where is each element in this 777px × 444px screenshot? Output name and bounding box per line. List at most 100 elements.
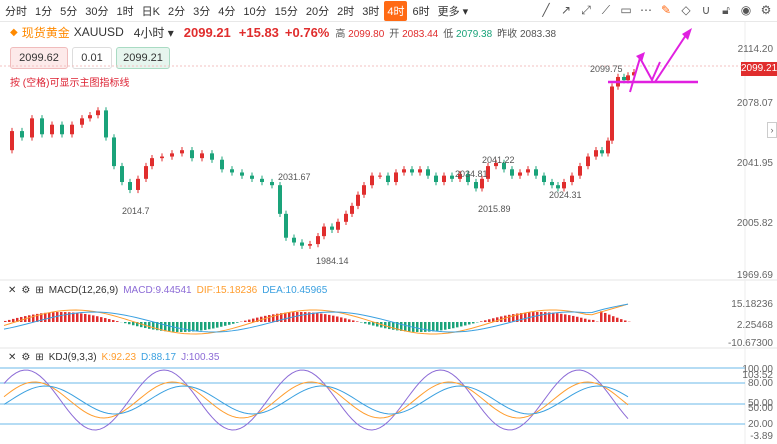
macd-bar — [100, 317, 103, 322]
ellipsis-icon[interactable]: ⋯ — [640, 3, 652, 17]
close-panel-icon[interactable]: ✕ — [8, 285, 17, 296]
eye-icon[interactable]: ◉ — [740, 3, 752, 17]
macd-bar — [156, 322, 159, 331]
macd-bar — [116, 321, 119, 322]
candle-body — [556, 185, 560, 189]
macd-bar — [148, 322, 151, 329]
macd-bar — [600, 311, 603, 322]
arrow-icon[interactable]: ↗ — [560, 3, 572, 17]
timeframe-5[interactable]: 日K — [141, 5, 160, 18]
candle-body — [426, 169, 430, 176]
ray-diagonal-icon[interactable]: ⟋ — [601, 2, 611, 17]
macd-bar — [472, 322, 475, 324]
macd-value: MACD:9.44541 — [123, 285, 192, 296]
macd-bar — [420, 322, 423, 332]
timeframe-0[interactable]: 分时 — [5, 5, 27, 18]
arrow-drawing — [654, 31, 689, 83]
symbol-badge-icon: ◆ — [10, 26, 18, 38]
macd-bar — [104, 318, 107, 322]
timeframe-toolbar: 分时 1分 5分 30分 1时 日K 2分 3分 4分 10分 15分 20分 2时 3时 4时 6时 更多 ▾ — [0, 0, 777, 22]
low-stat: 低 2079.38 — [443, 28, 493, 40]
macd-bar — [416, 322, 419, 332]
collapse-axis-icon[interactable]: › — [767, 122, 777, 138]
macd-bar — [400, 322, 403, 331]
rectangle-icon[interactable]: ▭ — [620, 3, 632, 17]
candle-body — [518, 172, 522, 176]
macd-bar — [180, 322, 183, 332]
macd-axis-label: 15.18236 — [731, 299, 773, 310]
macd-bar — [392, 322, 395, 330]
quantity-input[interactable]: 0.01 — [72, 47, 112, 69]
macd-bar — [496, 317, 499, 322]
current-price-tag: 2099.21 — [741, 62, 777, 76]
macd-bar — [36, 313, 39, 322]
macd-bar — [284, 312, 287, 322]
timeframe-10[interactable]: 15分 — [274, 5, 298, 18]
macd-bar — [324, 314, 327, 322]
macd-bar — [464, 322, 467, 326]
candle-body — [562, 182, 566, 189]
timeframe-6[interactable]: 2分 — [167, 5, 186, 18]
candle-body — [570, 175, 574, 183]
macd-bar — [168, 322, 171, 332]
macd-bar — [592, 319, 595, 322]
expand-icon[interactable]: ⊞ — [35, 352, 44, 363]
kdj-axis-label: 103.52 — [742, 370, 773, 381]
settings-icon[interactable]: ⚙ — [21, 352, 31, 363]
settings-icon[interactable]: ⚙ — [21, 285, 31, 296]
timeframe-7[interactable]: 3分 — [193, 5, 211, 18]
timeframe-16[interactable]: 更多 ▾ — [437, 5, 469, 18]
timeframe-4[interactable]: 1时 — [116, 5, 134, 18]
timeframe-8[interactable]: 4分 — [218, 5, 236, 18]
timeframe-1[interactable]: 1分 — [35, 5, 53, 18]
macd-bar — [616, 317, 619, 322]
macd-bar — [576, 316, 579, 322]
timeframe-13[interactable]: 3时 — [362, 5, 380, 18]
settings-icon[interactable]: ⚙ — [760, 3, 772, 17]
timeframe-12[interactable]: 2时 — [337, 5, 355, 18]
drawing-tools: ╱ ↗ ⤢ ⟋ ▭ ⋯ ✎ ◇ ∪ 🔓︎ ◉ ⚙ — [539, 2, 773, 18]
timeframe-3[interactable]: 30分 — [85, 5, 109, 18]
eraser-icon[interactable]: ◇ — [681, 3, 691, 17]
candle-body — [586, 156, 590, 167]
macd-bar — [256, 317, 259, 322]
timeframe-15[interactable]: 6时 — [412, 5, 430, 18]
candle-body — [150, 158, 154, 167]
timeframe-14[interactable]: 4时 — [384, 0, 408, 21]
macd-bar — [336, 316, 339, 322]
ray-icon[interactable]: ⤢ — [581, 2, 591, 17]
price-axis-label: 1969.69 — [736, 270, 773, 281]
candle-body — [316, 236, 320, 245]
kdj-axis-label: -3.89 — [750, 431, 773, 442]
edit-active-icon[interactable]: ✎ — [660, 3, 672, 17]
ask-button[interactable]: 2099.21 — [116, 47, 170, 69]
candle-body — [200, 153, 204, 159]
timeframe-2[interactable]: 5分 — [60, 5, 78, 18]
macd-bar — [580, 317, 583, 322]
macd-bar — [56, 312, 59, 322]
trendline-icon[interactable]: ╱ — [542, 3, 550, 17]
d-line — [3, 385, 629, 415]
expand-icon[interactable]: ⊞ — [35, 285, 44, 296]
candle-body — [308, 244, 312, 246]
macd-bar — [32, 314, 35, 322]
bid-button[interactable]: 2099.62 — [10, 47, 68, 69]
candle-body — [96, 110, 100, 116]
symbol-code[interactable]: XAUUSD — [73, 25, 124, 39]
macd-bar — [424, 322, 427, 332]
magnet-icon[interactable]: ∪ — [701, 3, 711, 17]
candle-body — [322, 226, 326, 237]
candle-body — [622, 76, 626, 81]
candle-body — [240, 172, 244, 176]
macd-bar — [512, 314, 515, 322]
symbol-name[interactable]: 现货黄金 — [21, 25, 70, 40]
period-select[interactable]: 4小时 ▾ — [133, 25, 174, 40]
candle-body — [510, 169, 514, 176]
lock-icon[interactable]: 🔓︎ — [722, 2, 730, 17]
close-panel-icon[interactable]: ✕ — [8, 352, 17, 363]
macd-bar — [504, 315, 507, 322]
timeframe-9[interactable]: 10分 — [243, 5, 267, 18]
timeframe-11[interactable]: 20分 — [305, 5, 330, 18]
macd-bar — [452, 322, 455, 329]
